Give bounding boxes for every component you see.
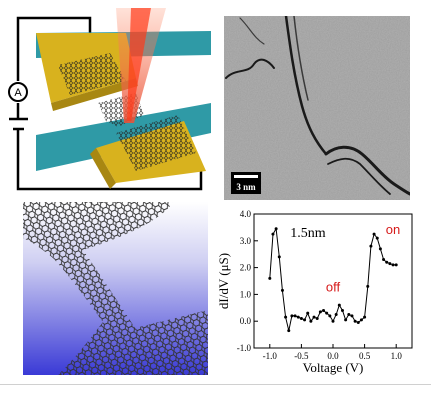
data-point bbox=[356, 321, 360, 325]
chart-title: 1.5nm bbox=[290, 226, 326, 241]
data-point bbox=[312, 315, 316, 319]
data-point bbox=[347, 313, 351, 316]
ammeter-icon: A bbox=[8, 82, 28, 102]
data-point bbox=[366, 284, 370, 288]
data-point bbox=[277, 255, 281, 259]
ammeter-label: A bbox=[14, 87, 22, 99]
data-point bbox=[350, 314, 354, 318]
data-point bbox=[363, 315, 367, 319]
data-point bbox=[331, 319, 335, 323]
x-tick-label: -0.5 bbox=[294, 351, 309, 361]
tem-micrograph-panel: 3 nm bbox=[224, 16, 410, 200]
nanoribbon-render bbox=[23, 202, 208, 375]
data-point bbox=[340, 308, 344, 312]
tem-micrograph: 3 nm bbox=[224, 16, 410, 200]
data-point bbox=[328, 314, 332, 318]
x-tick-label: 1.0 bbox=[391, 351, 403, 361]
data-point bbox=[394, 263, 398, 267]
bottom-divider bbox=[0, 384, 431, 385]
scale-bar-label: 3 nm bbox=[236, 182, 256, 192]
x-axis-ticks: -1.0 -0.5 0.0 0.5 1.0 bbox=[263, 344, 403, 361]
annotation-off: off bbox=[326, 280, 341, 295]
data-point bbox=[334, 313, 338, 316]
x-tick-label: 0.5 bbox=[359, 351, 371, 361]
y-tick-label: 3.0 bbox=[240, 236, 252, 246]
graphene-sheet-upper bbox=[58, 53, 126, 95]
data-point bbox=[388, 262, 392, 266]
battery-icon bbox=[9, 117, 28, 131]
data-point bbox=[290, 314, 294, 318]
y-axis-ticks: -1.0 0.0 1.0 2.0 3.0 4.0 bbox=[237, 209, 258, 353]
data-point bbox=[306, 311, 310, 315]
data-point bbox=[284, 315, 288, 319]
data-point bbox=[353, 319, 357, 323]
data-point bbox=[359, 318, 363, 322]
scale-bar: 3 nm bbox=[231, 172, 261, 194]
data-point bbox=[385, 260, 389, 264]
y-tick-label: 2.0 bbox=[240, 263, 252, 273]
data-point bbox=[375, 236, 379, 240]
graphene-ribbon-mesh bbox=[23, 202, 208, 375]
data-point bbox=[309, 319, 313, 323]
data-point bbox=[315, 317, 319, 321]
data-point bbox=[296, 315, 300, 319]
data-point bbox=[271, 232, 275, 236]
data-point bbox=[344, 318, 348, 322]
y-tick-label: 0.0 bbox=[240, 316, 252, 326]
data-point bbox=[322, 308, 326, 312]
annotation-on: on bbox=[386, 222, 400, 237]
data-point bbox=[280, 288, 284, 292]
data-point bbox=[318, 310, 322, 314]
data-point bbox=[293, 314, 297, 318]
circuit-wires bbox=[16, 16, 203, 191]
nanoribbon-render-panel bbox=[23, 202, 208, 375]
data-point bbox=[303, 318, 307, 322]
didv-chart: -1.0 0.0 1.0 2.0 3.0 4.0 -1.0 -0.5 0.0 0.5 1.0 1.… bbox=[216, 209, 413, 375]
x-axis-label: Voltage (V) bbox=[303, 360, 364, 375]
y-axis-label: dI/dV (μS) bbox=[216, 253, 231, 309]
x-tick-label: -1.0 bbox=[263, 351, 278, 361]
device-schematic-panel: A bbox=[6, 3, 214, 195]
data-point bbox=[325, 311, 329, 315]
graphene-sheet-lower bbox=[116, 115, 196, 171]
didv-chart-panel: -1.0 0.0 1.0 2.0 3.0 4.0 -1.0 -0.5 0.0 0.5 1.0 1.… bbox=[216, 208, 422, 382]
y-tick-label: -1.0 bbox=[237, 343, 252, 353]
device-schematic: A bbox=[8, 8, 211, 191]
x-tick-label: 0.0 bbox=[327, 351, 339, 361]
nanoribbon-edges bbox=[225, 16, 410, 196]
y-tick-label: 1.0 bbox=[240, 289, 252, 299]
data-point bbox=[391, 263, 395, 267]
data-point bbox=[337, 303, 341, 307]
data-point bbox=[369, 244, 373, 248]
y-tick-label: 4.0 bbox=[240, 209, 252, 219]
data-point bbox=[268, 276, 272, 280]
data-point bbox=[287, 329, 291, 333]
data-point bbox=[372, 232, 376, 236]
data-point bbox=[274, 227, 278, 231]
data-point bbox=[382, 258, 386, 262]
data-point bbox=[299, 317, 303, 321]
data-point bbox=[378, 247, 382, 251]
series-points bbox=[268, 227, 398, 333]
